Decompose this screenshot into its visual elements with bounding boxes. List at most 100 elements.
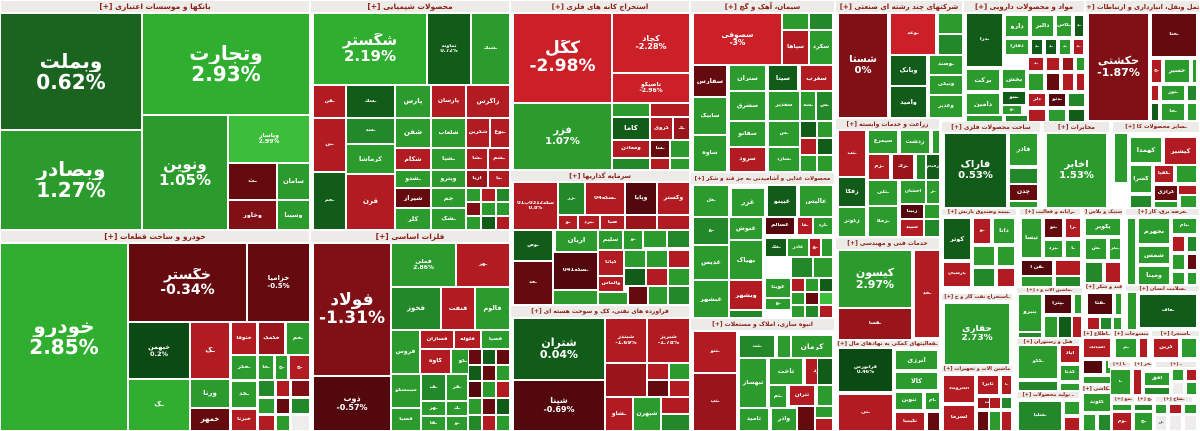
- stock-tile[interactable]: فصبا: [481, 330, 510, 349]
- stock-tile[interactable]: [482, 415, 496, 431]
- stock-tile[interactable]: [1076, 57, 1085, 71]
- stock-tile[interactable]: تکیمیا: [895, 412, 925, 431]
- stock-tile[interactable]: ـآ: [1065, 240, 1081, 258]
- stock-tile[interactable]: کرمان: [791, 335, 833, 358]
- stock-tile[interactable]: ـزملا: [868, 206, 898, 237]
- stock-tile[interactable]: ثاخت: [769, 358, 803, 385]
- stock-tile[interactable]: تیسا: [1021, 218, 1042, 258]
- stock-tile[interactable]: ـبیو: [1002, 91, 1026, 105]
- stock-tile[interactable]: [496, 202, 510, 216]
- stock-tile[interactable]: ـتو: [1044, 218, 1063, 238]
- stock-tile[interactable]: سلیم: [598, 230, 623, 250]
- stock-tile[interactable]: عالیس: [799, 185, 833, 217]
- stock-tile[interactable]: [973, 246, 995, 266]
- stock-tile[interactable]: ثتران: [789, 385, 815, 406]
- stock-tile[interactable]: والماس: [598, 276, 624, 292]
- stock-tile[interactable]: ومعادن: [612, 140, 650, 158]
- stock-tile[interactable]: [1105, 262, 1121, 283]
- stock-tile[interactable]: تنوین: [895, 392, 923, 410]
- stock-tile[interactable]: ـفر: [446, 374, 468, 401]
- stock-tile[interactable]: [650, 158, 670, 170]
- stock-tile[interactable]: فملی 2.86%: [391, 243, 456, 287]
- stock-tile[interactable]: [1087, 317, 1100, 330]
- stock-tile[interactable]: ـسك: [346, 85, 395, 118]
- stock-tile[interactable]: ـین: [313, 118, 346, 172]
- stock-tile[interactable]: ـشیك: [471, 13, 510, 85]
- stock-tile[interactable]: [466, 202, 481, 216]
- stock-tile[interactable]: [1130, 195, 1152, 208]
- stock-tile[interactable]: اخابر 1.53%: [1046, 133, 1107, 208]
- sector-header[interactable]: محصولات غذایی و آشامیدنی به جز قند و شکر…: [690, 172, 835, 185]
- stock-tile[interactable]: [481, 188, 496, 202]
- stock-tile[interactable]: سامان: [277, 163, 310, 200]
- stock-tile[interactable]: [496, 381, 510, 398]
- stock-tile[interactable]: غدیس: [693, 245, 729, 280]
- stock-tile[interactable]: ـشا: [466, 148, 488, 170]
- sector-header[interactable]: ـبیمه وصندوق بازنش [+]: [941, 208, 1017, 216]
- stock-tile[interactable]: شمس: [1138, 246, 1170, 264]
- stock-tile[interactable]: ـفسا: [838, 308, 912, 340]
- stock-tile[interactable]: [1187, 272, 1197, 285]
- sector-header[interactable]: ـاطلاع [+]: [1081, 330, 1112, 337]
- stock-tile[interactable]: [1115, 293, 1122, 315]
- stock-tile[interactable]: [1172, 272, 1185, 285]
- stock-tile[interactable]: شیراز: [395, 188, 431, 208]
- stock-tile[interactable]: [1187, 236, 1197, 252]
- stock-tile[interactable]: ـفن: [313, 85, 346, 118]
- stock-tile[interactable]: [782, 13, 809, 30]
- stock-tile[interactable]: [1133, 369, 1142, 395]
- stock-tile[interactable]: [481, 202, 496, 216]
- stock-tile[interactable]: ذوب -0.57%: [313, 376, 391, 431]
- sector-header[interactable]: حمل ونقل، انبارداری و ارتباطات [+]: [1085, 0, 1200, 13]
- stock-tile[interactable]: [800, 138, 817, 155]
- stock-tile[interactable]: سکه0312پ01 0.8%: [513, 182, 558, 230]
- stock-tile[interactable]: ـسد: [346, 118, 395, 144]
- stock-tile[interactable]: بنیرو: [1018, 294, 1042, 332]
- stock-tile[interactable]: ـخم: [286, 322, 310, 355]
- stock-tile[interactable]: دارو: [1005, 15, 1029, 37]
- stock-tile[interactable]: غنوش: [729, 217, 763, 240]
- stock-tile[interactable]: [1060, 383, 1080, 391]
- stock-tile[interactable]: [624, 250, 646, 268]
- stock-tile[interactable]: ـعل: [693, 185, 729, 217]
- stock-tile[interactable]: [1076, 73, 1085, 91]
- stock-tile[interactable]: وخاور: [228, 200, 277, 230]
- stock-tile[interactable]: دالبر: [1031, 15, 1054, 37]
- stock-tile[interactable]: [989, 397, 1001, 409]
- stock-tile[interactable]: سیمسکو: [391, 374, 421, 408]
- stock-tile[interactable]: ـشلیا: [1018, 401, 1062, 431]
- stock-tile[interactable]: [1028, 73, 1044, 91]
- stock-tile[interactable]: پارسان: [431, 85, 466, 118]
- stock-tile[interactable]: برکت: [966, 69, 1000, 91]
- stock-tile[interactable]: زکوثر: [838, 207, 866, 237]
- stock-tile[interactable]: ـشاو: [605, 397, 633, 431]
- stock-tile[interactable]: [819, 292, 833, 305]
- stock-tile[interactable]: [468, 381, 482, 398]
- sector-header[interactable]: ـکاشی [+]: [1081, 385, 1112, 392]
- stock-tile[interactable]: شلعاب: [431, 118, 466, 148]
- stock-tile[interactable]: [468, 398, 482, 415]
- stock-tile[interactable]: [800, 121, 817, 138]
- sector-header[interactable]: ـماشین آلات و د [+]: [1016, 287, 1083, 294]
- stock-tile[interactable]: [805, 292, 819, 305]
- stock-tile[interactable]: ـحآ: [1161, 103, 1185, 121]
- stock-tile[interactable]: [291, 415, 310, 431]
- stock-tile[interactable]: [1178, 185, 1197, 195]
- stock-tile[interactable]: [1192, 59, 1197, 83]
- stock-tile[interactable]: ـك: [673, 117, 690, 140]
- stock-tile[interactable]: [791, 257, 813, 278]
- stock-tile[interactable]: [466, 188, 481, 202]
- stock-tile[interactable]: فاذر: [1009, 133, 1038, 166]
- sector-header[interactable]: مخابرات [+]: [1043, 121, 1110, 133]
- stock-tile[interactable]: سیتا: [768, 65, 798, 91]
- stock-tile[interactable]: [729, 310, 763, 318]
- sector-header[interactable]: زراعت و خدمات وابسته [+]: [835, 118, 940, 130]
- stock-tile[interactable]: [1169, 415, 1182, 431]
- stock-tile[interactable]: ثبهساز: [739, 358, 767, 408]
- stock-tile[interactable]: کلر: [395, 208, 431, 230]
- stock-tile[interactable]: ساوه: [693, 135, 727, 172]
- stock-tile[interactable]: خودرو 2.85%: [0, 243, 128, 431]
- stock-tile[interactable]: ـوم: [1112, 412, 1132, 431]
- stock-tile[interactable]: سغدیر: [768, 91, 800, 121]
- sector-header[interactable]: ـ [+]: [1155, 361, 1197, 368]
